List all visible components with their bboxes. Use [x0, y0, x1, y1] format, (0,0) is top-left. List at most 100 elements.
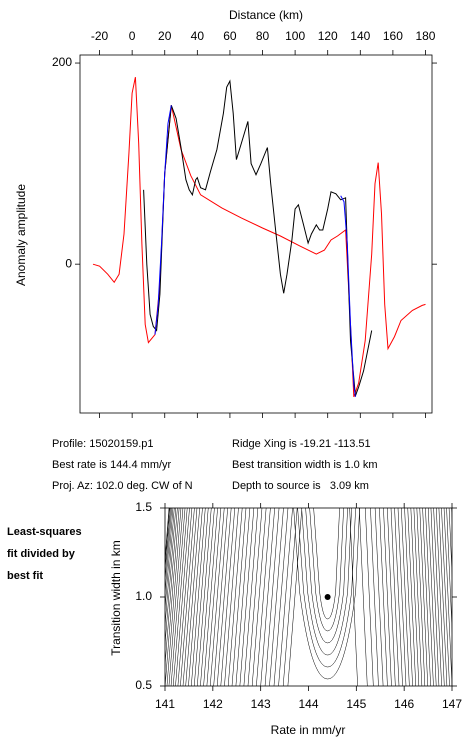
contour-line — [370, 508, 379, 686]
side-note: Least-squares — [7, 526, 82, 538]
contour-line — [309, 508, 344, 632]
contour-line — [165, 508, 170, 563]
contour-line — [175, 508, 190, 686]
x-tick-label: 160 — [383, 29, 403, 43]
x-tick-label: 0 — [129, 29, 136, 43]
info-text: Proj. Az: 102.0 deg. CW of N — [52, 480, 193, 492]
x-tick-label: 60 — [223, 29, 237, 43]
contour-line — [401, 508, 410, 686]
x-tick-label: 144 — [298, 697, 318, 711]
contour-line — [165, 508, 180, 686]
contour-line — [256, 508, 271, 686]
contour-line — [213, 508, 228, 686]
contour-line — [404, 508, 413, 686]
x-tick-label: 20 — [158, 29, 172, 43]
contour-line — [260, 508, 275, 686]
x-tick-label: -20 — [91, 29, 109, 43]
contour-line — [197, 508, 212, 686]
series-line — [154, 105, 356, 397]
contour-line — [438, 508, 448, 686]
contour-line — [185, 508, 200, 686]
contour-line — [422, 508, 431, 686]
contour-line — [365, 508, 374, 686]
x-tick-label: 40 — [191, 29, 205, 43]
side-note: best fit — [7, 570, 43, 582]
contour-line — [165, 508, 177, 649]
x-tick-label: 146 — [394, 697, 414, 711]
contour-line — [443, 508, 452, 686]
contour-line — [224, 508, 239, 686]
x-tick-label: 180 — [415, 29, 435, 43]
info-text: Profile: 15020159.p1 — [52, 438, 154, 450]
contour-line — [410, 508, 420, 686]
contour-line — [427, 508, 437, 686]
contour-line — [397, 508, 407, 686]
contour-line — [374, 508, 384, 686]
contour-line — [165, 508, 174, 613]
side-note: fit divided by — [7, 548, 76, 560]
contour-line — [191, 508, 206, 686]
contour-line — [407, 508, 417, 686]
contour-line — [264, 508, 280, 686]
contour-line — [180, 508, 195, 686]
contour-line — [448, 508, 452, 579]
contour-line — [359, 508, 368, 686]
contour-line — [394, 508, 403, 686]
contour-line — [231, 508, 247, 686]
contour-line — [383, 508, 392, 686]
info-text: Ridge Xing is -19.21 -113.51 — [232, 438, 371, 450]
contour-line — [239, 508, 255, 686]
contour-line — [170, 508, 186, 686]
contour-line — [293, 508, 360, 680]
contour-line — [278, 508, 293, 686]
info-text: Best rate is 144.4 mm/yr — [52, 459, 172, 471]
series-line — [143, 79, 373, 397]
contour-line — [165, 508, 171, 585]
contour-line — [433, 508, 442, 686]
best-fit-point — [324, 594, 331, 600]
contour-line — [188, 508, 203, 686]
contours — [165, 508, 452, 686]
contour-line — [273, 508, 289, 686]
y-tick-label: 1.5 — [135, 500, 152, 514]
contour-line — [220, 508, 236, 686]
contour-line — [446, 508, 452, 635]
y-tick-label: 0 — [65, 256, 72, 270]
x-tick-label: 145 — [346, 697, 366, 711]
contour-line — [194, 508, 209, 686]
contour-line — [166, 508, 182, 686]
contour-line — [425, 508, 434, 686]
contour-line — [206, 508, 222, 686]
contour-line — [247, 508, 263, 686]
contour-line — [436, 508, 445, 686]
x-tick-label: 142 — [203, 697, 223, 711]
info-text: Depth to source is 3.09 km — [232, 480, 369, 492]
y-tick-label: 1.0 — [135, 589, 152, 603]
contour-line — [349, 508, 358, 686]
x-tick-label: 141 — [155, 697, 175, 711]
contour-line — [172, 508, 188, 686]
contour-line — [227, 508, 243, 686]
contour-line — [313, 508, 340, 620]
y-tick-label: 200 — [52, 55, 72, 69]
contour-line — [269, 508, 284, 686]
contour-line — [243, 508, 259, 686]
contour-line — [165, 508, 175, 630]
contour-line — [216, 508, 232, 686]
contour-line — [413, 508, 423, 686]
contour-line — [165, 508, 178, 669]
x-axis-title: Distance (km) — [229, 8, 303, 22]
y-tick-label: 0.5 — [135, 678, 152, 692]
contour-line — [301, 508, 352, 656]
x-tick-label: 80 — [256, 29, 270, 43]
contour-line — [387, 508, 396, 686]
contour-line — [200, 508, 215, 686]
contour-line — [419, 508, 429, 686]
series-line — [92, 76, 426, 398]
x-tick-label: 140 — [350, 29, 370, 43]
contour-line — [441, 508, 450, 686]
contour-line — [165, 508, 170, 566]
contour-line — [297, 508, 356, 668]
